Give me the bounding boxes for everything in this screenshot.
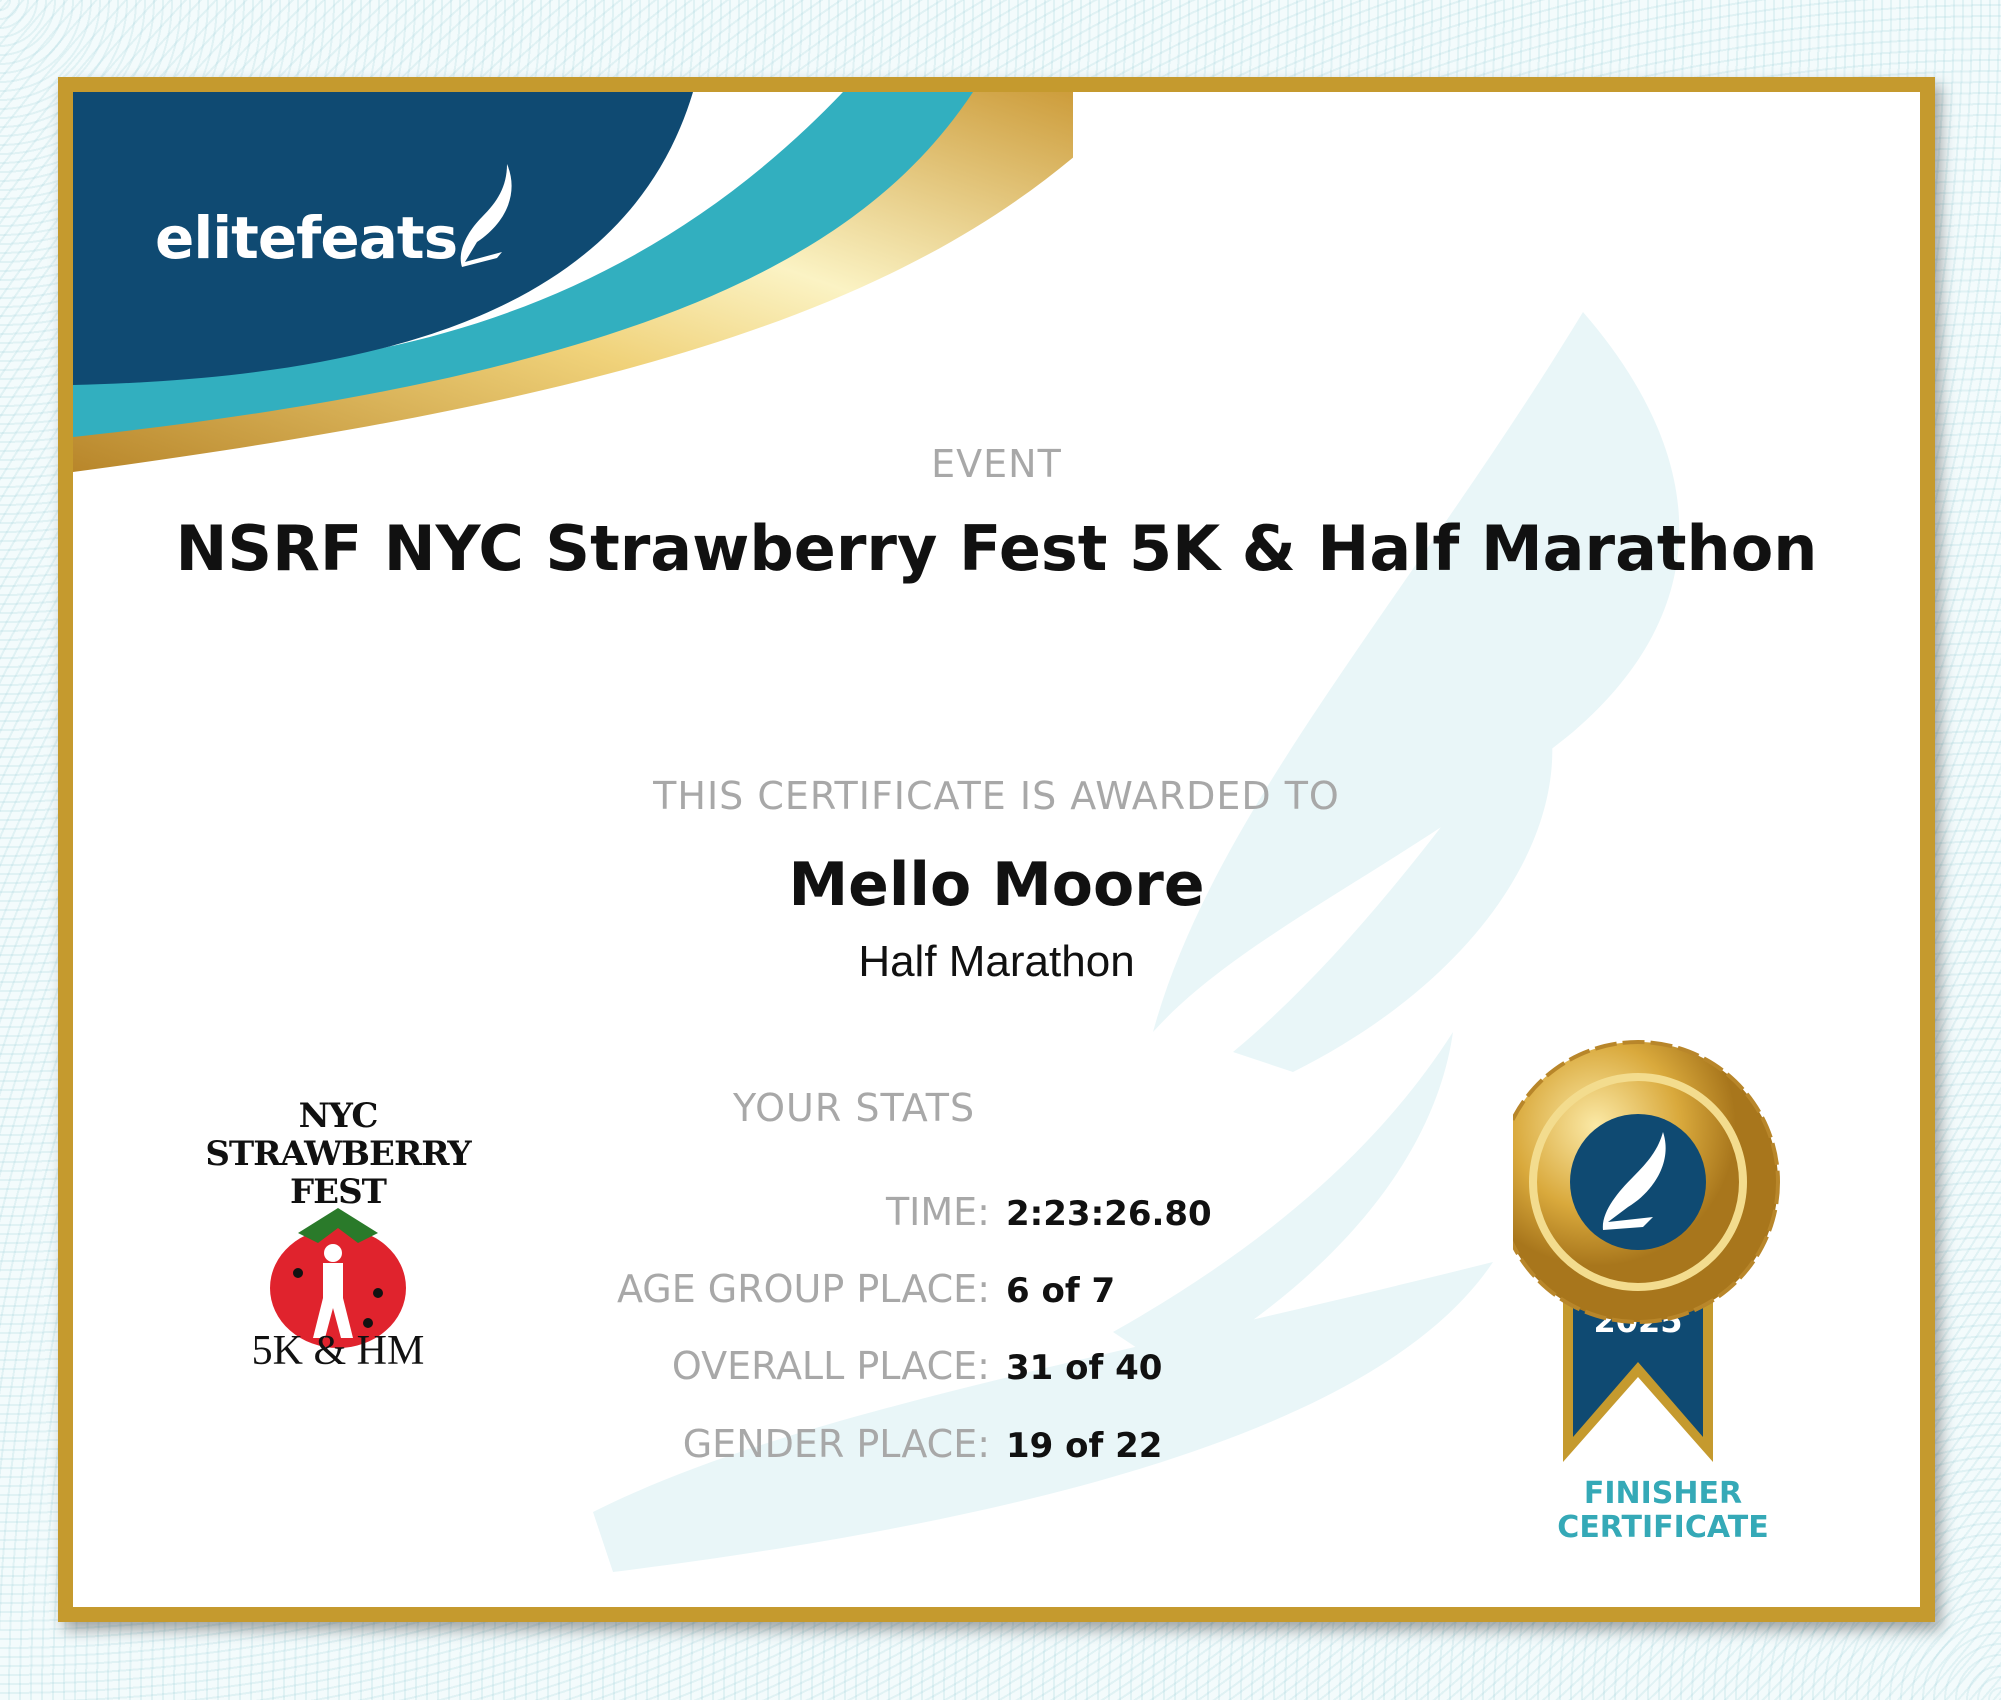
winged-shoe-watermark-icon [593, 312, 1680, 1572]
event-logo-line: STRAWBERRY [205, 1134, 471, 1174]
stat-value: 19 of 22 [1006, 1426, 1163, 1466]
logo-text: elitefeats [155, 204, 458, 272]
stat-row-gender: GENDER PLACE: 19 of 22 [73, 1422, 1920, 1472]
stat-key: AGE GROUP PLACE: [616, 1267, 990, 1311]
stat-value: 31 of 40 [1006, 1348, 1163, 1388]
event-logo-line: NYC [298, 1096, 379, 1136]
stat-row-time: TIME: 2:23:26.80 [73, 1190, 1920, 1240]
event-logo-line: 5K & HM [251, 1328, 425, 1374]
event-title: NSRF NYC Strawberry Fest 5K & Half Marat… [175, 512, 1818, 585]
elitefeats-logo: elitefeats [155, 162, 517, 272]
stat-key: TIME: [885, 1190, 990, 1234]
stats-label: YOUR STATS [733, 1086, 976, 1130]
stat-value: 6 of 7 [1006, 1271, 1116, 1311]
stat-value: 2:23:26.80 [1006, 1194, 1212, 1234]
finisher-text: FINISHER [1583, 1476, 1743, 1511]
recipient-name: Mello Moore [788, 850, 1205, 920]
certificate: elitefeats EVENT NSRF NYC Strawberry Fes… [58, 77, 1935, 1622]
event-label: EVENT [931, 442, 1062, 486]
stat-key: OVERALL PLACE: [671, 1344, 990, 1388]
finisher-medal: 2025 [1513, 1040, 1780, 1462]
finisher-certificate-label: FINISHER CERTIFICATE [1493, 1477, 1833, 1545]
event-logo: NYC STRAWBERRY FEST 5K & HM [193, 1097, 483, 1375]
header-banner [73, 92, 1073, 472]
event-logo-line: FEST [290, 1172, 387, 1212]
certificate-text: CERTIFICATE [1557, 1510, 1769, 1545]
stat-row-age-group: AGE GROUP PLACE: 6 of 7 [73, 1267, 1920, 1317]
stat-row-overall: OVERALL PLACE: 31 of 40 [73, 1344, 1920, 1394]
stat-key: GENDER PLACE: [682, 1422, 990, 1466]
race-name: Half Marathon [858, 937, 1135, 986]
award-label: THIS CERTIFICATE IS AWARDED TO [653, 774, 1340, 818]
winged-shoe-icon [460, 164, 512, 267]
strawberry-icon [270, 1208, 406, 1348]
winged-shoe-icon [1602, 1132, 1666, 1230]
